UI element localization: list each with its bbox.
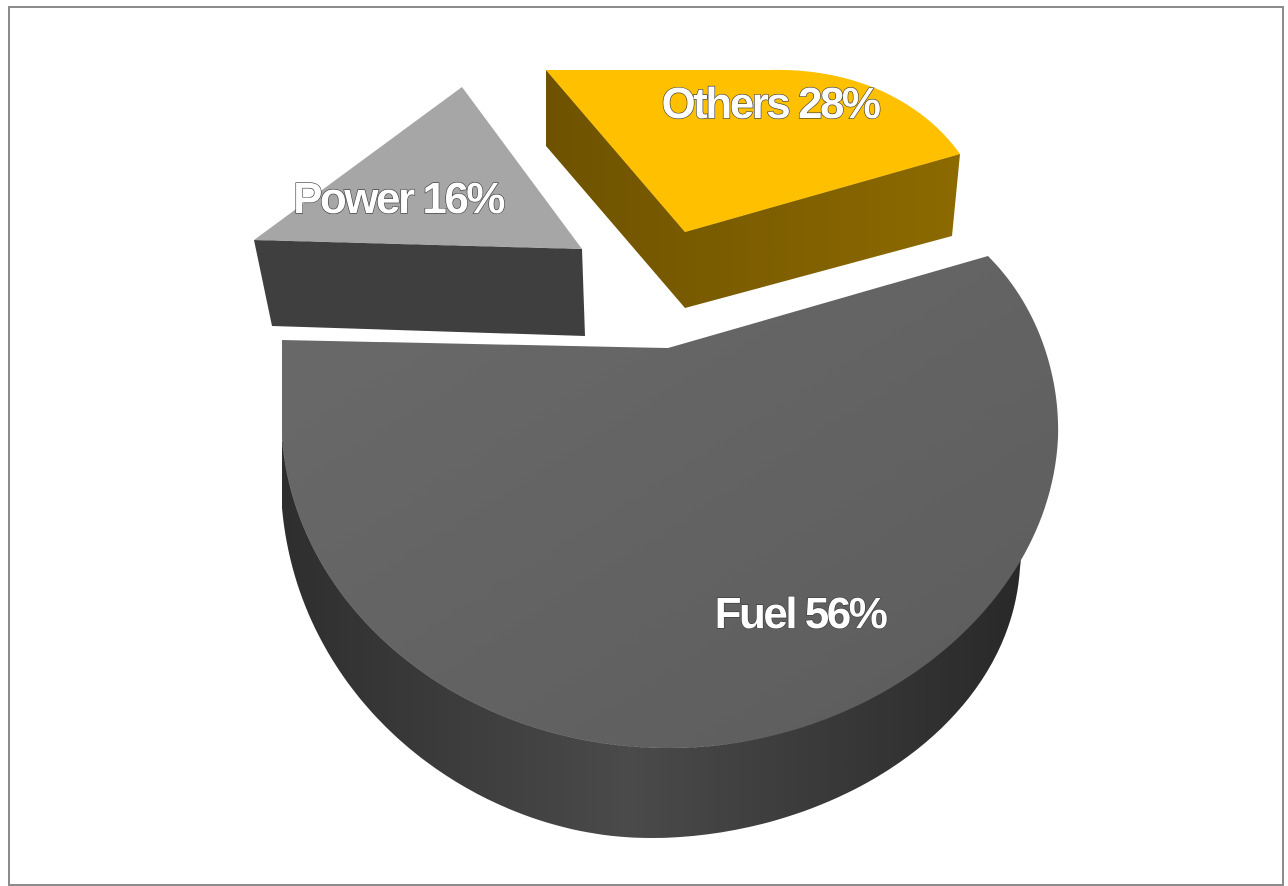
pie-slice-others (546, 69, 960, 233)
slice-label-others: Others 28% (661, 79, 879, 128)
pie-slice-side-power (254, 240, 585, 336)
chart-frame: Fuel 56% Power 16% Others 28% (8, 6, 1284, 886)
slice-label-power: Power 16% (293, 174, 504, 223)
pie-slice-side-fuel (282, 340, 1050, 838)
pie-chart: Fuel 56% Power 16% Others 28% (254, 69, 1059, 838)
pie-slice-power (254, 87, 582, 249)
slices-layer (254, 69, 1059, 838)
pie-slice-side-others (546, 70, 960, 308)
pie-slice-fuel (282, 256, 1059, 748)
slice-label-fuel: Fuel 56% (715, 589, 887, 638)
labels-layer: Fuel 56% Power 16% Others 28% (292, 78, 889, 638)
